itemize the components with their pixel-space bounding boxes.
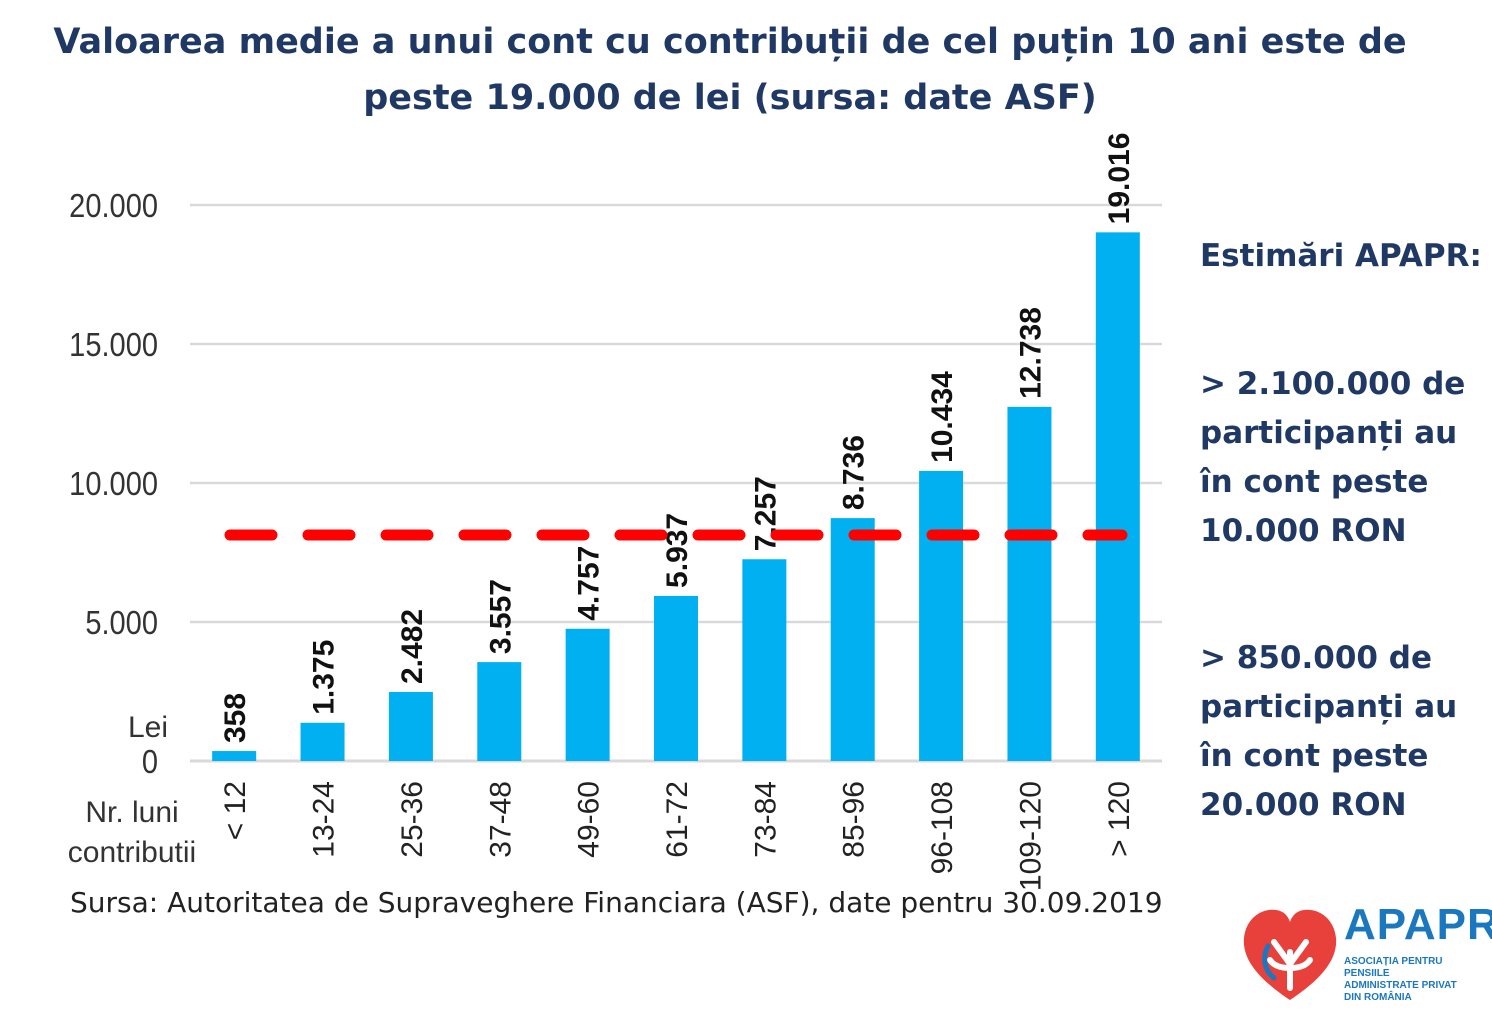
data-label: 5.937 xyxy=(661,513,694,588)
y-tick-label: 10.000 xyxy=(69,465,158,502)
data-label: 4.757 xyxy=(573,546,606,621)
data-label: 3.557 xyxy=(484,579,517,654)
data-label: 8.736 xyxy=(838,435,871,510)
estimate-line: participanți au xyxy=(1200,415,1458,451)
bar xyxy=(654,595,698,761)
source-note: Sursa: Autoritatea de Supraveghere Finan… xyxy=(70,886,1163,919)
bar xyxy=(742,559,787,761)
y-tick-label: 20.000 xyxy=(69,187,158,224)
category-label: 109-120 xyxy=(1014,781,1047,891)
bar xyxy=(830,518,875,761)
category-label: 49-60 xyxy=(573,781,606,858)
category-label: < 12 xyxy=(219,781,252,840)
bar xyxy=(1007,406,1052,761)
category-label: 73-84 xyxy=(749,781,782,858)
category-label: > 120 xyxy=(1103,781,1136,857)
chart-title: Valoarea medie a unui cont cu contribuți… xyxy=(53,22,1407,118)
bar xyxy=(919,470,964,761)
logo-wordmark: APAPR xyxy=(1344,900,1492,949)
data-label: 1.375 xyxy=(308,640,341,715)
estimate-line: > 850.000 de xyxy=(1200,640,1432,676)
bar xyxy=(565,628,610,761)
category-label: 13-24 xyxy=(308,781,341,858)
x-axis-label: contributii xyxy=(68,836,196,869)
logo-tagline: ASOCIAȚIA PENTRU PENSIILE ADMINISTRATE P… xyxy=(1344,956,1457,1003)
bar xyxy=(477,662,522,761)
bar xyxy=(300,722,345,761)
estimate-line: 20.000 RON xyxy=(1200,787,1407,823)
bar xyxy=(388,692,433,761)
apapr-logo: APAPR ASOCIAȚIA PENTRU PENSIILE ADMINIST… xyxy=(1240,900,1492,1010)
category-label: 61-72 xyxy=(661,781,694,858)
estimate-line: > 2.100.000 de xyxy=(1200,366,1466,402)
estimate-line: în cont peste xyxy=(1200,464,1429,500)
y-tick-label: 5.000 xyxy=(85,604,158,641)
heart-tree-icon xyxy=(1243,909,1337,1000)
y-tick-label: 15.000 xyxy=(69,326,158,363)
estimate-line: în cont peste xyxy=(1200,738,1429,774)
estimate-block-1: > 2.100.000 de participanți au în cont p… xyxy=(1200,360,1465,556)
data-label: 19.016 xyxy=(1103,133,1136,225)
estimate-line: 10.000 RON xyxy=(1200,513,1407,549)
estimate-block-2: > 850.000 de participanți au în cont pes… xyxy=(1200,634,1457,830)
bar xyxy=(212,751,257,761)
data-label: 12.738 xyxy=(1014,307,1047,399)
category-label: 85-96 xyxy=(838,781,871,858)
data-label: 10.434 xyxy=(926,371,959,463)
data-label: 2.482 xyxy=(396,609,429,684)
y-tick-label: 0 xyxy=(142,743,158,780)
data-label: 358 xyxy=(219,693,252,743)
category-label: 25-36 xyxy=(396,781,429,858)
category-label: 37-48 xyxy=(484,781,517,858)
y-axis-label: Lei xyxy=(128,711,168,744)
estimates-heading: Estimări APAPR: xyxy=(1200,238,1482,274)
x-axis-label: Nr. luni xyxy=(85,796,178,829)
category-label: 96-108 xyxy=(926,781,959,874)
bar xyxy=(1095,232,1140,761)
estimate-line: participanți au xyxy=(1200,689,1458,725)
